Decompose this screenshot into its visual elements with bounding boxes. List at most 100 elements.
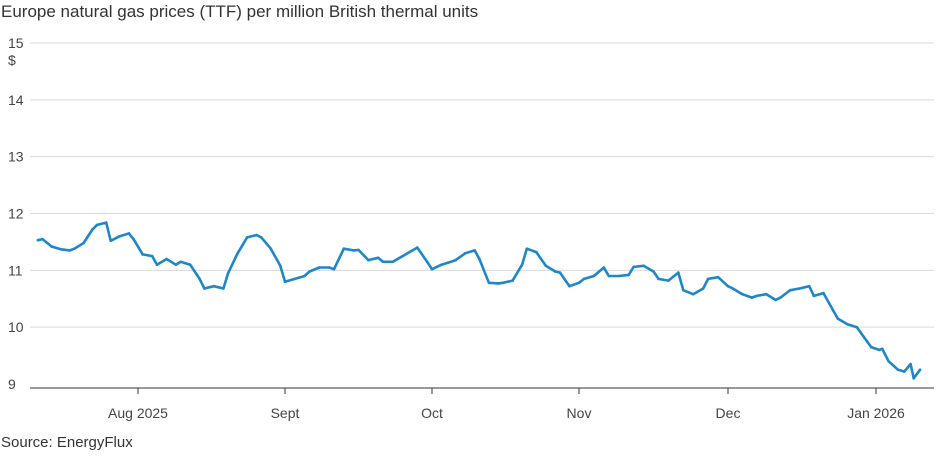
- data-point: [430, 267, 434, 271]
- x-tick-label: Oct: [421, 405, 443, 421]
- data-point: [750, 296, 754, 299]
- data-point: [376, 256, 380, 260]
- data-point: [788, 288, 792, 292]
- data-point: [706, 277, 710, 281]
- data-point: [118, 234, 122, 238]
- data-point: [174, 263, 178, 267]
- data-point: [406, 252, 409, 255]
- data-point: [104, 221, 108, 224]
- data-point: [449, 260, 453, 264]
- data-point: [150, 254, 154, 258]
- data-point: [91, 228, 94, 231]
- data-point: [68, 249, 72, 252]
- data-point: [602, 266, 606, 269]
- data-point: [478, 257, 481, 261]
- data-point: [691, 292, 695, 296]
- data-points: [36, 221, 922, 380]
- data-point: [544, 264, 548, 268]
- data-point: [73, 247, 76, 250]
- data-point: [440, 263, 443, 267]
- data-point: [132, 237, 135, 241]
- data-point: [877, 348, 881, 352]
- data-point: [381, 260, 385, 264]
- data-point: [764, 292, 768, 296]
- data-point: [342, 247, 346, 250]
- data-point: [741, 292, 744, 296]
- x-tick-label: Sept: [271, 405, 300, 421]
- data-point: [617, 274, 620, 278]
- series-line: [36, 221, 922, 380]
- source-note: Source: EnergyFlux: [1, 434, 133, 451]
- data-point: [41, 237, 44, 241]
- data-point: [473, 249, 477, 252]
- data-point: [860, 332, 863, 336]
- data-point: [881, 347, 884, 351]
- x-tick-label: Nov: [567, 405, 592, 421]
- data-point: [831, 308, 835, 312]
- data-point: [855, 325, 859, 329]
- y-axis-tick-labels: 9 10 11 12 13 14 15: [8, 35, 24, 392]
- data-point: [726, 284, 730, 288]
- data-point: [357, 248, 360, 252]
- data-point: [798, 287, 801, 290]
- y-tick-label-13: 13: [8, 149, 24, 165]
- data-point: [755, 294, 758, 298]
- chart-title: Europe natural gas prices (TTF) per mill…: [1, 2, 479, 21]
- y-axis-unit-label: $: [8, 52, 16, 68]
- x-tick-label: Aug 2025: [108, 405, 168, 421]
- data-point: [652, 270, 655, 273]
- data-point: [554, 270, 557, 273]
- data-point: [627, 273, 630, 277]
- data-point: [352, 249, 355, 252]
- data-point: [497, 282, 500, 285]
- data-point: [318, 266, 321, 269]
- data-point: [774, 298, 777, 302]
- data-point: [155, 263, 159, 267]
- data-point: [487, 281, 491, 285]
- y-tick-label-11: 11: [8, 262, 23, 278]
- y-tick-label-15: 15: [8, 35, 24, 51]
- data-point: [577, 281, 581, 285]
- data-point: [226, 271, 230, 275]
- x-tick-label: Jan 2026: [847, 405, 905, 421]
- data-point: [896, 368, 900, 372]
- data-point: [95, 223, 99, 227]
- data-point: [918, 368, 922, 372]
- data-point: [520, 263, 524, 267]
- data-point: [165, 257, 168, 261]
- data-point: [327, 266, 331, 269]
- data-point: [869, 345, 873, 349]
- x-axis: Aug 2025 Sept Oct Nov Dec Jan 2026: [30, 387, 934, 421]
- data-point: [212, 284, 216, 288]
- data-point: [255, 233, 258, 237]
- data-point: [812, 294, 816, 298]
- data-point: [308, 270, 311, 273]
- data-point: [36, 238, 40, 242]
- data-point: [582, 277, 586, 281]
- data-point: [716, 275, 720, 279]
- data-point: [367, 258, 370, 262]
- data-point: [188, 263, 192, 267]
- data-point: [893, 365, 897, 369]
- data-point: [807, 284, 811, 288]
- data-point: [391, 260, 395, 264]
- data-point: [822, 291, 825, 295]
- data-point: [303, 274, 306, 278]
- data-point: [463, 252, 467, 255]
- data-point: [535, 250, 538, 254]
- data-point: [269, 247, 273, 250]
- data-point: [903, 370, 906, 373]
- y-tick-label-9: 9: [8, 376, 16, 392]
- data-point: [701, 287, 705, 290]
- data-point: [912, 377, 915, 380]
- data-point: [511, 279, 514, 282]
- data-point: [731, 287, 735, 290]
- data-point: [283, 280, 287, 284]
- data-point: [245, 236, 249, 239]
- data-point: [607, 274, 611, 278]
- data-point: [293, 277, 297, 281]
- data-point: [642, 264, 645, 268]
- data-point: [846, 323, 849, 326]
- data-point: [127, 232, 131, 235]
